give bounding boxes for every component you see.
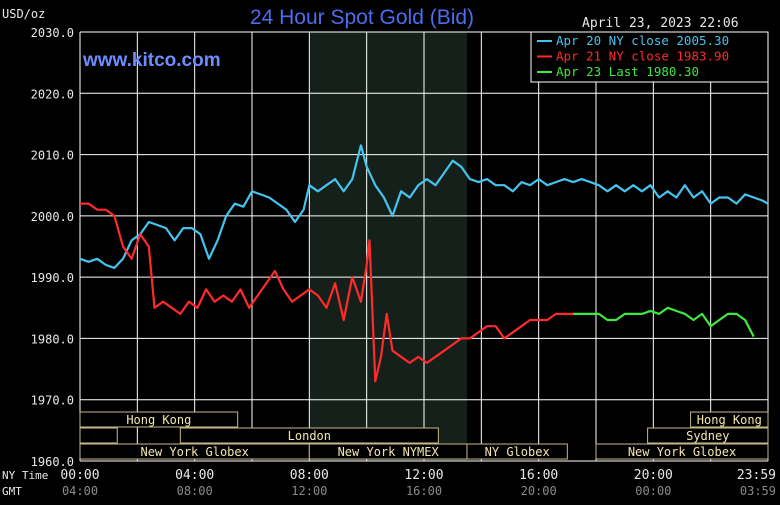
x-tick-label: 03:59 xyxy=(740,484,776,498)
y-tick-label: 1970.0 xyxy=(31,394,74,408)
x-tick-label: 12:00 xyxy=(291,484,327,498)
y-tick-label: 1990.0 xyxy=(31,271,74,285)
timestamp: April 23, 2023 22:06 xyxy=(582,16,739,31)
x-tick-label: 08:00 xyxy=(290,468,329,483)
website-label[interactable]: www.kitco.com xyxy=(82,50,221,71)
series-line-2 xyxy=(573,306,755,338)
session-box xyxy=(79,411,239,428)
x-tick-label: 20:00 xyxy=(521,484,557,498)
x-tick-label: 12:00 xyxy=(404,468,443,483)
session-box xyxy=(690,411,769,428)
legend-entry: Apr 21 NY close 1983.90 xyxy=(556,49,729,64)
x-tick-label: 04:00 xyxy=(175,468,214,483)
y-tick-label: 1980.0 xyxy=(31,332,74,346)
shaded-session-layer xyxy=(309,32,467,461)
x-tick-label: 00:00 xyxy=(60,468,99,483)
session-label: New York Globex xyxy=(628,445,736,459)
session-label: Hong Kong xyxy=(126,413,191,427)
legend-entry: Apr 20 NY close 2005.30 xyxy=(556,33,729,48)
x-axis-row-label: NY Time xyxy=(2,469,48,482)
legend-box xyxy=(530,31,769,83)
chart-title: 24 Hour Spot Gold (Bid) xyxy=(250,6,474,29)
session-label: London xyxy=(288,429,331,443)
x-tick-label: 04:00 xyxy=(62,484,98,498)
shaded-session-0 xyxy=(309,32,467,461)
trading-sessions: Hong Kong London New York Globex New York N… xyxy=(79,411,769,460)
series-line-1 xyxy=(80,202,574,383)
y-tick-label: 2020.0 xyxy=(31,87,74,101)
y-tick-label: 2030.0 xyxy=(31,26,74,40)
x-tick-label: 20:00 xyxy=(634,468,673,483)
x-tick-label: 23:59 xyxy=(737,468,776,483)
session-box xyxy=(647,427,769,444)
session-box xyxy=(595,443,769,460)
series-line-0 xyxy=(79,144,769,269)
y-tick-label: 2010.0 xyxy=(31,149,74,163)
legend-entry: Apr 23 Last 1980.30 xyxy=(556,64,699,79)
session-label: Hong Kong xyxy=(697,413,762,427)
y-tick-label: 1960.0 xyxy=(31,455,74,469)
session-label: Sydney xyxy=(686,429,729,443)
x-tick-label: 16:00 xyxy=(519,468,558,483)
session-label: NY Globex xyxy=(485,445,550,459)
session-label: New York NYMEX xyxy=(338,445,440,459)
x-tick-label: 16:00 xyxy=(406,484,442,498)
session-box xyxy=(466,443,568,460)
session-box xyxy=(79,427,118,444)
y-axis-unit: USD/oz xyxy=(2,7,45,21)
session-box xyxy=(179,427,439,444)
axes: 1960.0 1970.0 1980.0 1990.0 2000.0 2010.0 2020… xyxy=(2,26,776,498)
session-label: New York Globex xyxy=(140,445,248,459)
x-tick-label: 08:00 xyxy=(177,484,213,498)
y-tick-label: 2000.0 xyxy=(31,210,74,224)
series-layer xyxy=(79,144,769,383)
x-axis-row-label: GMT xyxy=(2,485,22,498)
x-tick-label: 00:00 xyxy=(635,484,671,498)
grid xyxy=(79,31,769,462)
